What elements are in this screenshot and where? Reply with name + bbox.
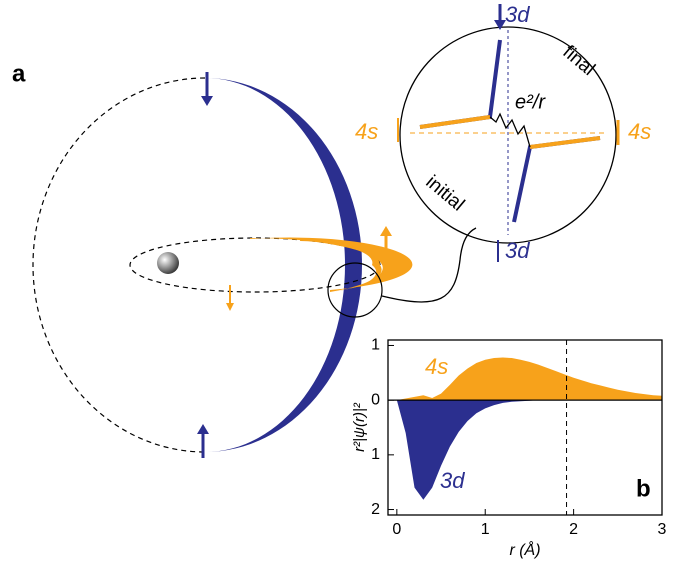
area: [396, 400, 662, 500]
scatter-4s-in: [419, 115, 491, 129]
orbit-4s: [250, 237, 413, 292]
legend-label: 4s: [425, 354, 448, 379]
interaction: [489, 112, 531, 148]
zoom-panel: 3d 3d 4s 4s final initial e²/r: [355, 2, 651, 263]
y-tick-label: 0: [371, 391, 380, 408]
area: [396, 357, 662, 401]
nucleus: [157, 252, 179, 274]
label-final: final: [559, 42, 599, 80]
label-3d-top: 3d: [505, 2, 530, 27]
panel-b: 0 1 2 3 2 1 0 1 r (Å) r²|ψ(r)|² 4s 3d b: [351, 337, 667, 560]
panel-label: b: [636, 475, 651, 502]
y-tick-label: 2: [371, 501, 380, 518]
panel-a: a: [12, 60, 477, 458]
x-tick-label: 1: [481, 521, 490, 538]
scatter-4s-out: [529, 136, 601, 149]
zoom-connector: [381, 227, 477, 303]
plot-frame: [387, 339, 663, 516]
y-tick-label: 1: [371, 446, 380, 463]
y-axis-label: r²|ψ(r)|²: [351, 402, 368, 452]
orbit-3d: [205, 78, 362, 452]
arrow-head: [197, 424, 209, 434]
zoom-circle: [327, 262, 383, 318]
label-4s-right: 4s: [628, 119, 651, 144]
legend-label: 3d: [440, 468, 465, 493]
arrow-head: [226, 303, 234, 311]
arrow-head: [201, 96, 213, 106]
x-tick-label: 0: [392, 521, 401, 538]
arrow-head: [494, 20, 506, 30]
label-interaction: e²/r: [515, 91, 546, 113]
label-3d-bottom: 3d: [505, 238, 530, 263]
x-tick-label: 3: [658, 521, 667, 538]
arrow-head: [380, 226, 392, 236]
x-tick-label: 2: [569, 521, 578, 538]
x-axis-label: r (Å): [509, 540, 540, 559]
panel-label: a: [12, 60, 26, 87]
label-4s-left: 4s: [355, 119, 378, 144]
scatter-3d: [419, 39, 502, 129]
zoom-detail: [399, 26, 617, 244]
orbit-3d-dashed: [32, 77, 206, 453]
y-tick-label: 1: [371, 337, 380, 354]
